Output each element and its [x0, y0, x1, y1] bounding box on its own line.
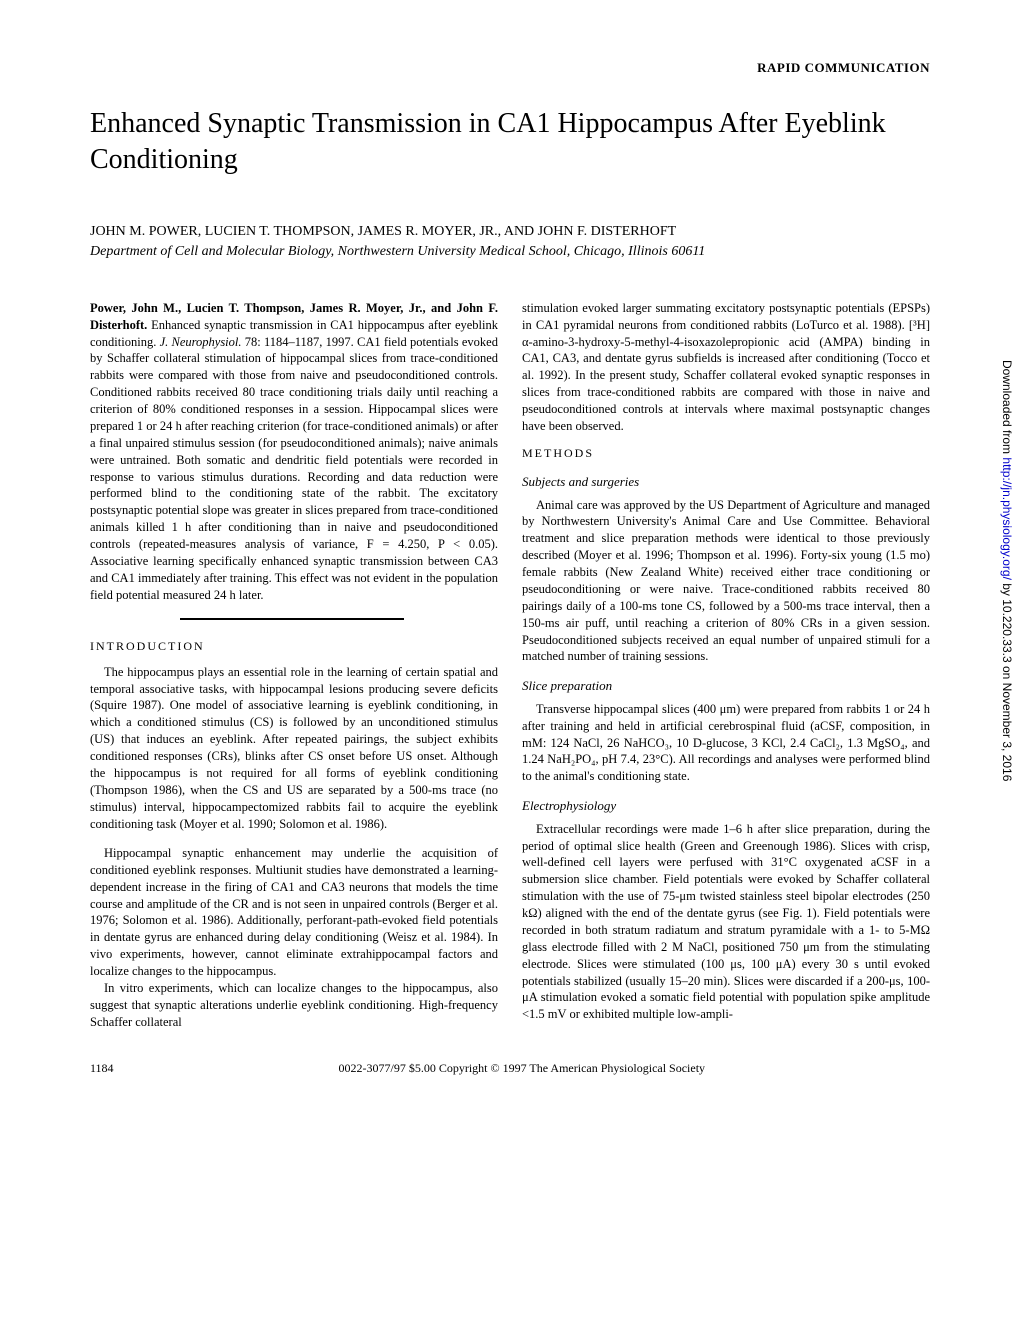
left-column: Power, John M., Lucien T. Thompson, Jame…	[90, 300, 498, 1031]
page-footer: 1184 0022-3077/97 $5.00 Copyright © 1997…	[90, 1061, 930, 1076]
page-container: RAPID COMMUNICATION Enhanced Synaptic Tr…	[0, 0, 1020, 1116]
two-column-layout: Power, John M., Lucien T. Thompson, Jame…	[90, 300, 930, 1031]
electrophysiology-heading: Electrophysiology	[522, 797, 930, 815]
subjects-surgeries-body: Animal care was approved by the US Depar…	[522, 497, 930, 666]
rapid-communication-label: RAPID COMMUNICATION	[90, 60, 930, 76]
abstract-citation: 78: 1184–1187, 1997.	[242, 335, 358, 349]
abstract-body: CA1 field potentials evoked by Schaffer …	[90, 335, 498, 602]
copyright-line: 0022-3077/97 $5.00 Copyright © 1997 The …	[339, 1061, 706, 1076]
methods-heading: METHODS	[522, 445, 930, 461]
abstract-paragraph: Power, John M., Lucien T. Thompson, Jame…	[90, 300, 498, 604]
journal-name: J. Neurophysiol.	[160, 335, 242, 349]
sidebar-pre: Downloaded from	[1000, 360, 1014, 457]
sidebar-post: by 10.220.33.3 on November 3, 2016	[1000, 580, 1014, 781]
sidebar-url-link[interactable]: http://jn.physiology.org/	[1000, 457, 1014, 580]
authors-line: JOHN M. POWER, LUCIEN T. THOMPSON, JAMES…	[90, 224, 930, 240]
intro-paragraph-1: The hippocampus plays an essential role …	[90, 664, 498, 833]
page-number: 1184	[90, 1061, 114, 1076]
article-title: Enhanced Synaptic Transmission in CA1 Hi…	[90, 106, 930, 179]
slice-preparation-heading: Slice preparation	[522, 677, 930, 695]
intro-paragraph-3: In vitro experiments, which can localize…	[90, 980, 498, 1031]
download-sidebar: Downloaded from http://jn.physiology.org…	[1000, 360, 1014, 781]
slice-preparation-body: Transverse hippocampal slices (400 μm) w…	[522, 701, 930, 785]
continuation-paragraph: stimulation evoked larger summating exci…	[522, 300, 930, 435]
affiliation-line: Department of Cell and Molecular Biology…	[90, 244, 930, 260]
intro-paragraph-2: Hippocampal synaptic enhancement may und…	[90, 845, 498, 980]
electrophysiology-body: Extracellular recordings were made 1–6 h…	[522, 821, 930, 1024]
abstract-divider	[180, 618, 404, 620]
introduction-heading: INTRODUCTION	[90, 638, 498, 654]
right-column: stimulation evoked larger summating exci…	[522, 300, 930, 1031]
subjects-surgeries-heading: Subjects and surgeries	[522, 473, 930, 491]
